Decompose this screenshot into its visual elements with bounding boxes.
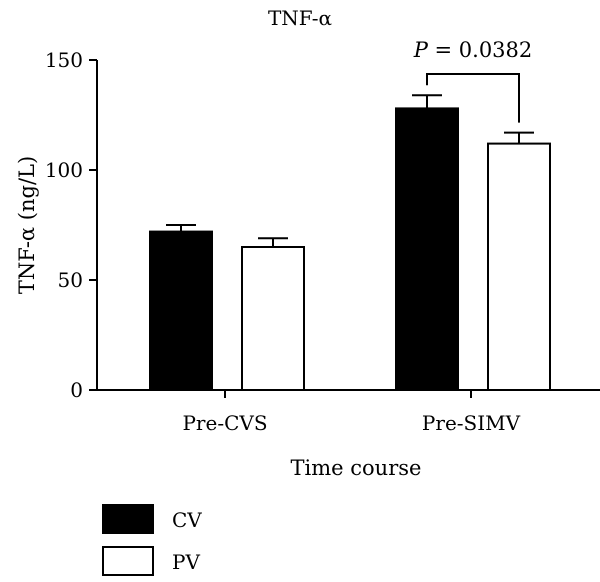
axes: 0 50 100 150 Pre-CVS Pre-SIMV — [45, 48, 600, 435]
y-tick-label: 0 — [70, 378, 83, 402]
legend-swatch-pv — [102, 546, 154, 576]
significance-bracket — [426, 73, 520, 123]
p-symbol: P — [413, 38, 429, 62]
legend-label-pv: PV — [172, 550, 200, 574]
bar-cv-pre-simv — [395, 107, 459, 392]
y-tick-label: 50 — [58, 268, 83, 292]
legend-label-cv: CV — [172, 508, 202, 532]
y-tick-label: 150 — [45, 48, 83, 72]
legend-swatch-cv — [102, 504, 154, 534]
bar-cv-pre-cvs — [149, 230, 213, 391]
legend: CV PV — [102, 504, 202, 576]
bar-pv-pre-cvs — [241, 246, 305, 391]
x-axis-label: Time course — [291, 456, 422, 480]
x-tick-label: Pre-CVS — [182, 411, 267, 435]
bars-group — [149, 94, 551, 392]
bar-pv-pre-simv — [487, 142, 551, 391]
significance-annotation: P = 0.0382 — [413, 38, 533, 123]
x-tick-label: Pre-SIMV — [422, 411, 521, 435]
y-tick-label: 100 — [45, 158, 83, 182]
y-axis-label: TNF-α (ng/L) — [15, 156, 39, 294]
chart-title: TNF-α — [268, 6, 332, 30]
p-value: = 0.0382 — [428, 38, 532, 62]
p-value-label: P = 0.0382 — [413, 38, 533, 62]
